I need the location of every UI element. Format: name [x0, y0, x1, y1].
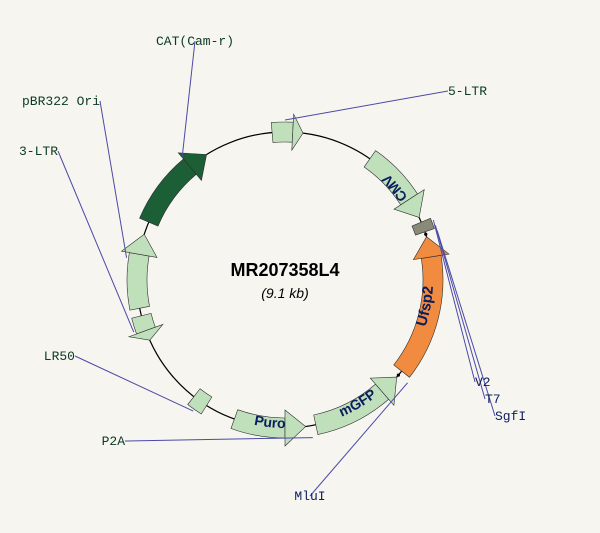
label-lr50l: LR50 — [44, 349, 75, 364]
label-mlui: MluI — [294, 489, 325, 504]
label-p2al: P2A — [102, 434, 126, 449]
label-sgfi: SgfI — [495, 409, 526, 424]
label-catl: CAT(Cam-r) — [156, 34, 234, 49]
plasmid-name: MR207358L4 — [230, 260, 339, 280]
tick-mark — [397, 374, 400, 377]
label-pbrl: pBR322 Ori — [22, 94, 100, 109]
label-ltr3l: 3-LTR — [19, 144, 58, 159]
label-ltr5l: 5-LTR — [448, 84, 487, 99]
tick-mark — [424, 233, 427, 236]
plasmid-size: (9.1 kb) — [261, 285, 308, 301]
label-t7l: T7 — [485, 392, 501, 407]
label-v2l: V2 — [475, 375, 491, 390]
plasmid-map: CMVUfsp2mGFPPuro5-LTRCAT(Cam-r)pBR322 Or… — [0, 0, 600, 533]
